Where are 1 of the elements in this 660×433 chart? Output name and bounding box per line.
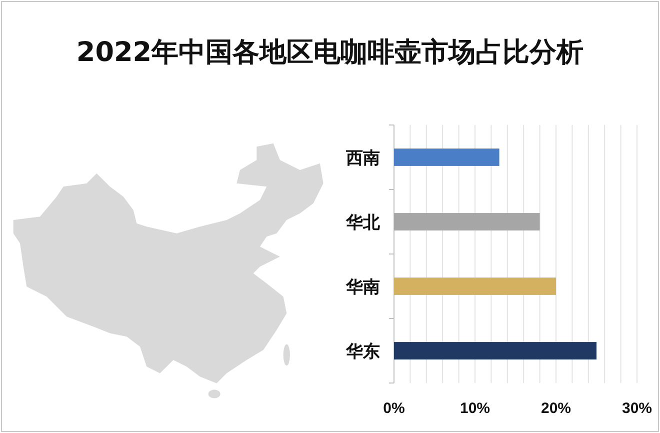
title: 2022年中国各地区电咖啡壶市场占比分析 [76, 37, 584, 68]
